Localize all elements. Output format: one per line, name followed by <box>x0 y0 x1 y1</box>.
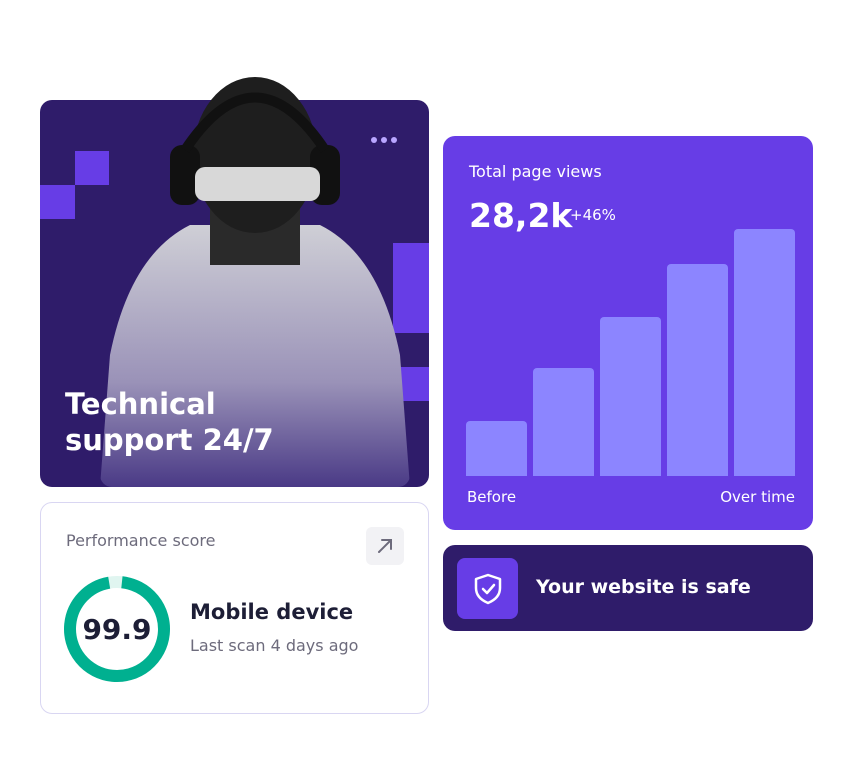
chart-bar <box>734 229 795 476</box>
safe-text: Your website is safe <box>536 576 751 598</box>
more-horizontal-icon[interactable] <box>371 137 397 143</box>
technical-support-card: Technical support 24/7 <box>40 77 429 487</box>
chart-bar <box>600 317 661 476</box>
score-value: 99.9 <box>82 612 152 646</box>
device-title: Mobile device <box>190 600 354 624</box>
axis-label-start: Before <box>467 488 517 506</box>
axis-label-end: Over time <box>720 488 795 506</box>
support-person-image <box>100 55 410 487</box>
page-views-card: Total page views 28,2k +46% Before Over … <box>443 136 813 530</box>
page-views-change: +46% <box>570 206 616 224</box>
decor-square <box>40 185 75 219</box>
last-scan-text: Last scan 4 days ago <box>190 636 359 655</box>
chart-bar <box>667 264 728 476</box>
support-title: Technical support 24/7 <box>65 387 274 457</box>
performance-label: Performance score <box>66 531 216 550</box>
open-details-button[interactable] <box>366 527 404 565</box>
page-views-value: 28,2k <box>469 196 573 235</box>
score-ring <box>64 576 170 683</box>
page-views-label: Total page views <box>469 162 602 181</box>
performance-score-card: Performance score 99.9 Mobile device Las… <box>40 502 429 714</box>
decor-square <box>393 243 429 333</box>
shield-check-icon <box>457 558 518 619</box>
arrow-up-right-icon <box>378 539 392 553</box>
chart-bar <box>533 368 594 476</box>
website-safe-banner: Your website is safe <box>443 545 813 631</box>
decor-square <box>75 151 109 185</box>
chart-bar <box>466 421 527 476</box>
